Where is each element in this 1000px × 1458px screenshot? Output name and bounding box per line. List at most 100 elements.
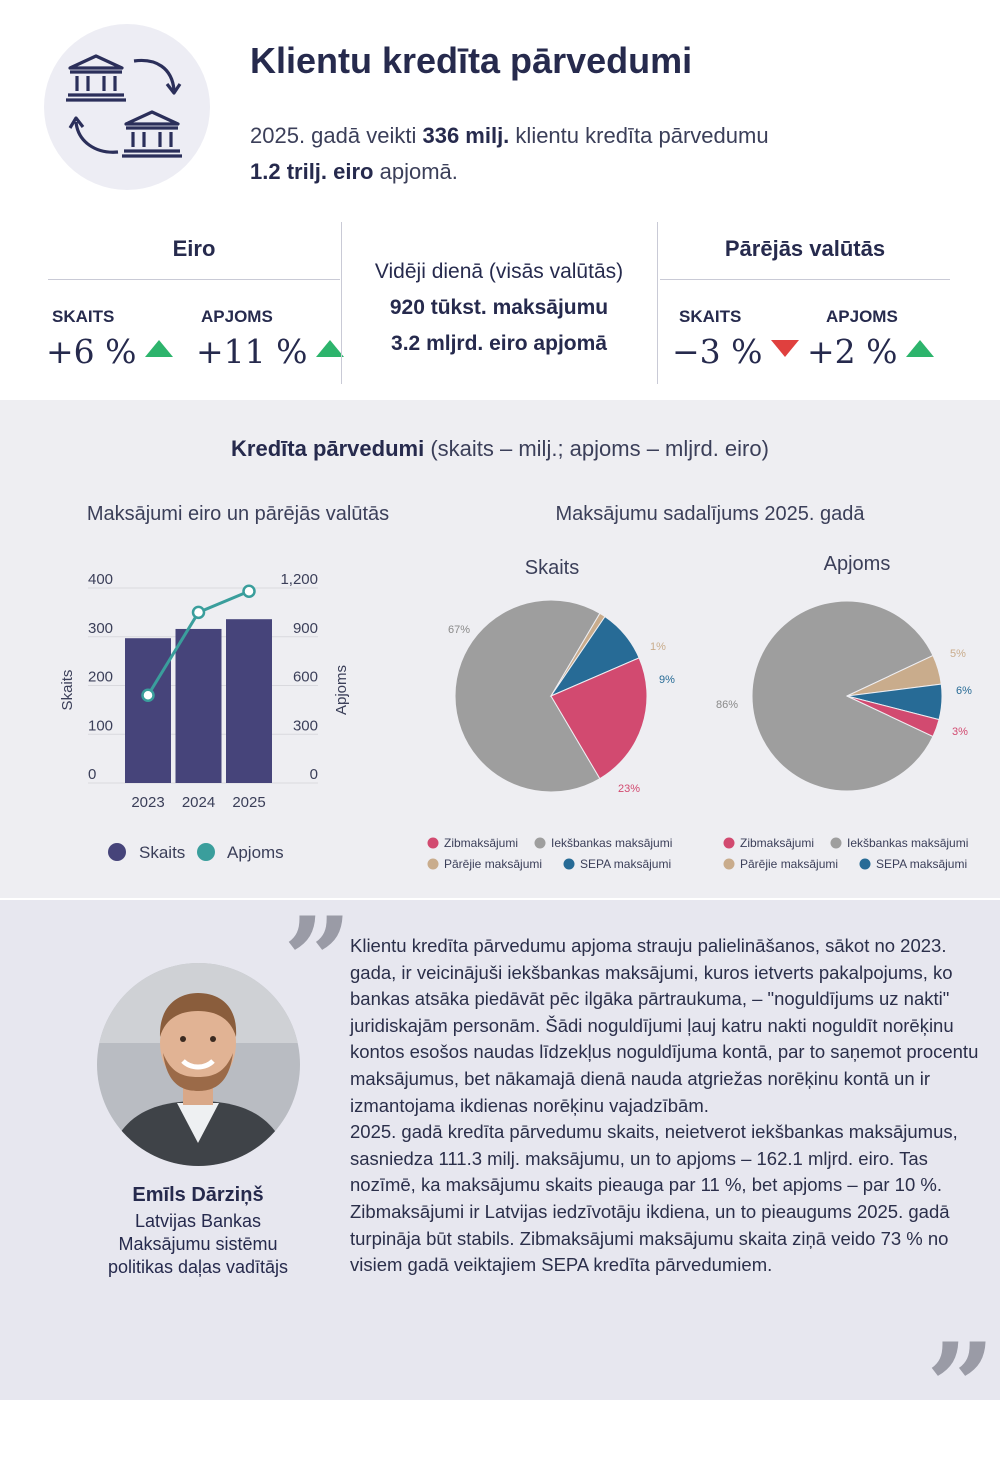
trend-up-icon — [315, 340, 344, 357]
intro-volume: 1.2 trilj. eiro — [250, 159, 374, 184]
trend-up-icon — [905, 340, 934, 357]
y2-tick-label: 0 — [310, 766, 318, 783]
pie-legend-label: Zibmaksājumi — [444, 836, 518, 850]
pie-slice-iek-bankas-maks-jumi — [454, 599, 601, 793]
charts: 0 0 100 300 200 600 300 900 400 1,200 Skaits Apjoms… — [59, 553, 972, 871]
pie-label: 23% — [618, 783, 640, 795]
person-role-line: politikas daļas vadītājs — [107, 1257, 289, 1277]
pie-legend-swatch — [563, 858, 575, 870]
y2-tick-label: 900 — [293, 620, 318, 637]
pie-legend-label: Pārējie maksājumi — [740, 857, 838, 871]
intro-part-2: klientu kredīta pārvedumu — [509, 123, 769, 148]
euro-volume-value: +11 % — [196, 332, 344, 371]
other-count-number: −3 % — [672, 332, 763, 371]
y2-axis-label: Apjoms — [333, 665, 350, 715]
close-quote-icon: ” — [926, 1317, 996, 1458]
charts-title-rest: (skaits – milj.; apjoms – mljrd. eiro) — [424, 436, 769, 461]
euro-count-label: SKAITS — [52, 307, 115, 326]
y2-tick-label: 1,200 — [280, 571, 318, 588]
y-axis-label: Skaits — [59, 670, 76, 711]
bar-2023 — [125, 638, 171, 783]
charts-title-bold: Kredīta pārvedumi — [231, 436, 425, 461]
pie-label: 1% — [650, 641, 666, 653]
charts-section-title: Kredīta pārvedumi (skaits – milj.; apjom… — [0, 436, 1000, 462]
person-role-line: Maksājumu sistēmu — [118, 1234, 278, 1254]
apjoms-point-2023 — [141, 688, 155, 702]
y-tick-label: 300 — [88, 620, 113, 637]
divider — [341, 222, 342, 384]
quote-paragraph: Klientu kredīta pārvedumu apjoma strauju… — [350, 935, 979, 1116]
euro-title: Eiro — [172, 236, 216, 261]
euro-count-value: +6 % — [46, 332, 173, 371]
bar-chart-title: Maksājumi eiro un pārējās valūtās — [86, 503, 390, 525]
legend-skaits-swatch — [108, 843, 126, 861]
pie-legend-swatch — [723, 837, 735, 849]
pie-legend-label: Iekšbankas maksājumi — [551, 836, 672, 850]
divider — [657, 222, 658, 384]
other-title: Pārējās valūtās — [724, 236, 886, 261]
other-count-label: SKAITS — [679, 307, 742, 326]
apjoms-point-2025 — [242, 584, 256, 598]
y-tick-label: 400 — [88, 571, 113, 588]
pie-legend-label: Iekšbankas maksājumi — [847, 836, 968, 850]
pie-legend-label: Pārējie maksājumi — [444, 857, 542, 871]
quote-paragraph: 2025. gadā kredīta pārvedumu skaits, nei… — [350, 1121, 958, 1196]
person-photo — [97, 963, 300, 1166]
x-tick-label: 2024 — [182, 794, 215, 811]
quote-text: Klientu kredīta pārvedumu apjoma strauju… — [350, 933, 980, 1279]
legend-apjoms-label: Apjoms — [227, 843, 284, 862]
other-volume-value: +2 % — [807, 332, 934, 371]
trend-down-icon — [770, 340, 799, 357]
y-tick-label: 200 — [88, 669, 113, 686]
daily-average: Vidēji dienā (visās valūtās) 920 tūkst. … — [342, 254, 656, 362]
y2-tick-label: 300 — [293, 717, 318, 734]
pie-legend-swatch — [427, 837, 439, 849]
person-role: Latvijas Bankas Maksājumu sistēmu politi… — [60, 1210, 336, 1279]
pie-label: 3% — [952, 726, 968, 738]
open-quote-icon: ” — [283, 891, 353, 1032]
pie-label: 86% — [716, 699, 738, 711]
bar-2024 — [175, 628, 222, 783]
pie-legend-label: SEPA maksājumi — [876, 857, 967, 871]
y-tick-label: 100 — [88, 717, 113, 734]
daily-count: 920 tūkst. maksājumu — [389, 296, 609, 319]
pie-label: 9% — [659, 674, 675, 686]
pie-legend-swatch — [859, 858, 871, 870]
divider — [660, 279, 950, 280]
pie-slice-zibmaks-jumi — [550, 657, 648, 780]
other-count-value: −3 % — [672, 332, 799, 371]
quote-paragraph: Zibmaksājumi ir Latvijas iedzīvotāju ikd… — [350, 1200, 950, 1276]
trend-up-icon — [144, 340, 173, 357]
intro-part-3: apjomā. — [373, 159, 458, 184]
pie-legend-swatch — [534, 837, 546, 849]
page-title: Klientu kredīta pārvedumi — [250, 40, 693, 81]
pie-legend-swatch — [723, 858, 735, 870]
pie-legend-swatch — [427, 858, 439, 870]
pie-title-skaits: Skaits — [525, 557, 579, 579]
apjoms-point-2024 — [191, 605, 206, 620]
person-role-line: Latvijas Bankas — [134, 1211, 262, 1231]
pie-slice-iek-bankas-maks-jumi — [751, 600, 934, 792]
pie-slice-zibmaks-jumi — [846, 695, 940, 738]
bar-2025 — [226, 619, 272, 783]
pie-label: 6% — [956, 685, 972, 697]
y-tick-label: 0 — [88, 766, 96, 783]
pie-legend-label: SEPA maksājumi — [580, 857, 671, 871]
intro-part-1: 2025. gadā veikti — [250, 123, 423, 148]
pie-label: 67% — [448, 624, 470, 636]
x-tick-label: 2023 — [131, 794, 164, 811]
other-volume-label: APJOMS — [826, 307, 898, 326]
pie-title-apjoms: Apjoms — [824, 553, 891, 575]
pie-label: 5% — [950, 648, 966, 660]
bank-transfer-icon — [66, 54, 182, 158]
pie-legend-label: Zibmaksājumi — [740, 836, 814, 850]
euro-volume-number: +11 % — [196, 332, 308, 371]
header-icon-circle — [44, 24, 210, 190]
legend-skaits-label: Skaits — [139, 843, 185, 862]
other-volume-number: +2 % — [807, 332, 898, 371]
person-name: Emīls Dārziņš — [132, 1184, 264, 1206]
divider — [48, 279, 340, 280]
pie-charts-title: Maksājumu sadalījums 2025. gadā — [555, 503, 865, 525]
person-portrait-icon — [97, 963, 300, 1166]
x-tick-label: 2025 — [232, 794, 265, 811]
